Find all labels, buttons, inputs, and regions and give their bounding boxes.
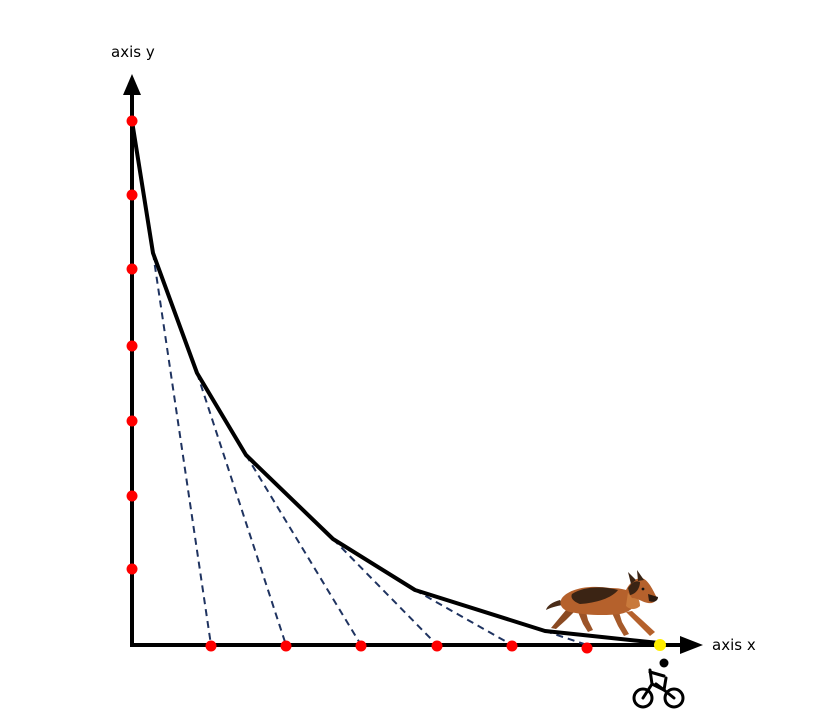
dog-icon (546, 570, 658, 636)
sight-line (196, 372, 287, 646)
meeting-point-dot (654, 639, 666, 651)
cyclist-x-markers (205, 640, 593, 654)
marker-dot (126, 263, 138, 275)
marker-dot (126, 415, 138, 427)
marker-dot (431, 640, 443, 652)
rider-head (659, 658, 669, 668)
bicycle-front-wheel (663, 687, 685, 709)
bicycle-rider-icon (632, 658, 685, 709)
marker-dot (126, 115, 138, 127)
axes (123, 74, 703, 654)
sight-line (544, 630, 588, 646)
sight-lines (152, 252, 588, 646)
marker-dot (355, 640, 367, 652)
marker-dot (126, 563, 138, 575)
sight-line (332, 538, 438, 646)
y-axis-label: axis y (111, 43, 155, 61)
marker-dot (126, 189, 138, 201)
y-axis-arrowhead (123, 74, 141, 95)
x-axis-arrowhead (680, 636, 703, 654)
marker-dot (280, 640, 292, 652)
marker-dot (506, 640, 518, 652)
marker-dot (126, 490, 138, 502)
sight-line (152, 252, 212, 646)
marker-dot (205, 640, 217, 652)
pursuit-curve (130, 120, 660, 645)
x-axis-label: axis x (712, 636, 756, 654)
sight-line (414, 589, 513, 646)
sight-line (245, 454, 362, 646)
bicycle-rear-wheel (632, 687, 654, 709)
marker-dot (581, 642, 593, 654)
marker-dot (126, 340, 138, 352)
dog-y-markers (126, 115, 138, 575)
